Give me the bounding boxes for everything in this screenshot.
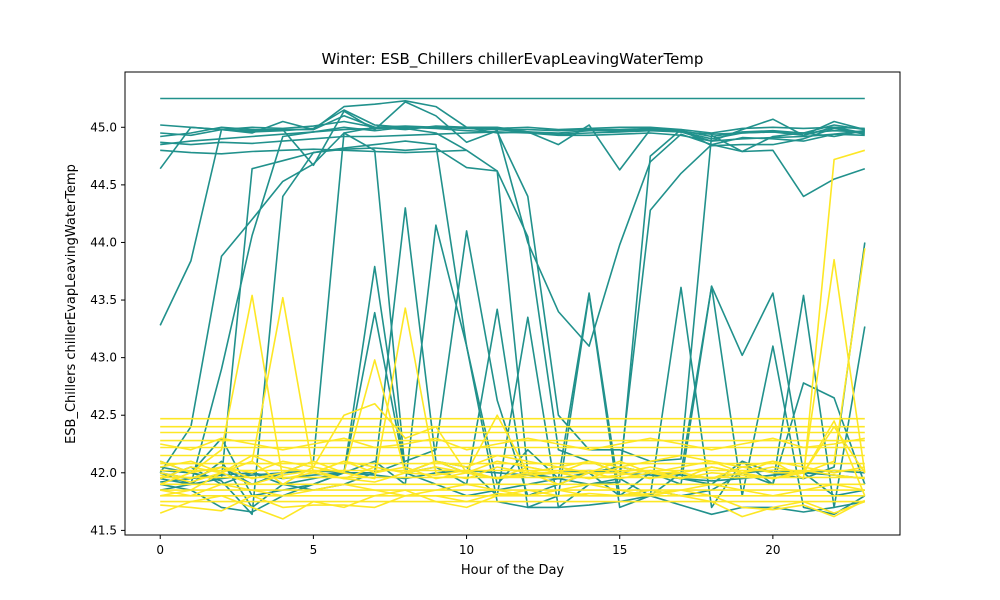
y-tick-label: 42.0	[90, 466, 117, 480]
y-tick-label: 41.5	[90, 523, 117, 537]
series-line-41	[160, 469, 865, 486]
series-line-34	[159, 149, 866, 480]
x-axis-ticks: 0 5 10 15 20	[156, 535, 781, 557]
series-line-8	[159, 101, 865, 347]
series-line-36	[159, 307, 866, 486]
chart-title: Winter: ESB_Chillers chillerEvapLeavingW…	[322, 50, 704, 69]
y-tick-label: 43.5	[90, 293, 117, 307]
x-tick-label: 10	[459, 543, 474, 557]
series-line-43	[160, 483, 865, 497]
x-tick-label: 5	[310, 543, 318, 557]
axes-frame	[124, 71, 901, 536]
y-tick-label: 45.0	[90, 120, 117, 134]
plot-border	[124, 71, 901, 536]
series-line-6	[160, 148, 467, 155]
x-tick-label: 15	[612, 543, 627, 557]
series-line-9	[159, 127, 865, 486]
series-line-4	[160, 126, 865, 146]
y-axis-label: ESB_Chillers chillerEvapLeavingWaterTemp	[64, 164, 79, 444]
series-line-11	[160, 126, 865, 486]
x-tick-label: 20	[765, 543, 780, 557]
y-tick-label: 42.5	[90, 408, 117, 422]
x-axis-label: Hour of the Day	[461, 563, 565, 578]
series-line-39	[160, 489, 866, 518]
y-axis-ticks: 41.5 42.0 42.5 43.0 43.5 44.0 44.5 45.0	[90, 120, 125, 537]
series-line-15	[159, 285, 865, 509]
y-tick-label: 44.0	[90, 235, 117, 249]
x-tick-label: 0	[156, 543, 164, 557]
series-line-10	[159, 126, 866, 474]
series-lines	[159, 97, 866, 520]
series-line-37	[160, 402, 866, 497]
series-line-40	[160, 454, 865, 474]
series-line-42	[160, 437, 865, 451]
y-tick-label: 44.5	[90, 178, 117, 192]
y-tick-label: 43.0	[90, 351, 117, 365]
series-line-5	[159, 100, 866, 171]
series-line-35	[160, 248, 866, 480]
